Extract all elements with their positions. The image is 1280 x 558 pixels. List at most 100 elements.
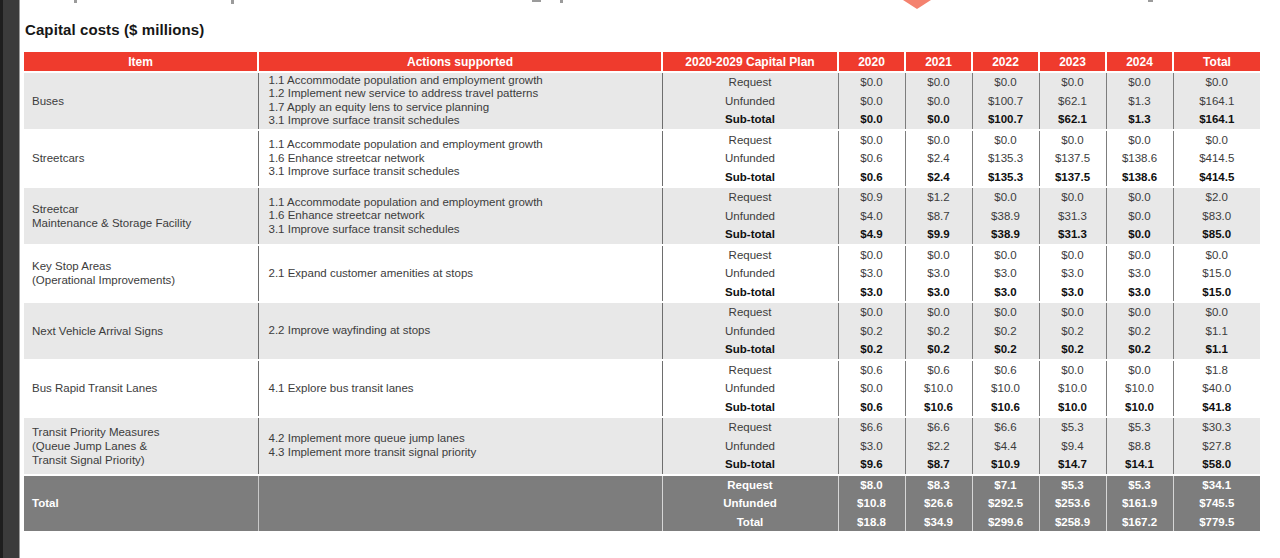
value-cell: $3.0 [972, 283, 1039, 303]
value-cell: $26.6 [905, 494, 972, 513]
value-cell: $3.0 [838, 437, 905, 456]
value-cell: $10.6 [972, 398, 1039, 418]
capital-plan-row-label: Sub-total [662, 398, 838, 418]
value-cell: $0.6 [838, 398, 905, 418]
value-cell: $0.0 [972, 187, 1039, 207]
value-cell: $0.0 [838, 302, 905, 322]
value-cell: $0.2 [1106, 340, 1173, 360]
value-cell: $5.3 [1106, 475, 1173, 495]
value-cell: $31.3 [1039, 225, 1106, 245]
value-cell: $0.0 [1106, 360, 1173, 380]
value-cell: $138.6 [1106, 168, 1173, 188]
value-cell: $5.3 [1106, 417, 1173, 437]
capital-plan-row-label: Request [662, 187, 838, 207]
value-cell: $2.4 [905, 149, 972, 168]
value-cell: $0.0 [1173, 245, 1260, 265]
value-cell: $1.3 [1106, 92, 1173, 111]
capital-plan-row-label: Sub-total [662, 110, 838, 130]
actions-cell: 4.1 Explore bus transit lanes [258, 360, 662, 418]
value-cell: $0.2 [972, 322, 1039, 341]
value-cell: $8.8 [1106, 437, 1173, 456]
value-cell: $62.1 [1039, 92, 1106, 111]
table-row-buses-request: Buses1.1 Accommodate population and empl… [24, 72, 1260, 92]
value-cell: $0.0 [838, 245, 905, 265]
capital-plan-row-label: Sub-total [662, 340, 838, 360]
value-cell: $414.5 [1173, 168, 1260, 188]
value-cell: $292.5 [972, 494, 1039, 513]
value-cell: $8.0 [838, 475, 905, 495]
value-cell: $1.8 [1173, 360, 1260, 380]
value-cell: $3.0 [1106, 264, 1173, 283]
table-row-next-vehicle-arrival-signs-request: Next Vehicle Arrival Signs2.2 Improve wa… [24, 302, 1260, 322]
value-cell: $3.0 [1039, 264, 1106, 283]
value-cell: $31.3 [1039, 207, 1106, 226]
column-header-2021: 2021 [905, 52, 972, 72]
value-cell: $9.6 [838, 455, 905, 475]
page-title: Capital costs ($ millions) [25, 21, 204, 38]
value-cell: $0.0 [1173, 72, 1260, 92]
capital-plan-row-label: Unfunded [662, 437, 838, 456]
value-cell: $0.6 [838, 360, 905, 380]
value-cell: $0.0 [1039, 187, 1106, 207]
table-row-total-request: TotalRequest$8.0$8.3$7.1$5.3$5.3$34.1 [24, 475, 1260, 495]
value-cell: $0.0 [905, 72, 972, 92]
value-cell: $38.9 [972, 207, 1039, 226]
value-cell: $3.0 [1106, 283, 1173, 303]
value-cell: $83.0 [1173, 207, 1260, 226]
table-row-streetcar-request: StreetcarMaintenance & Storage Facility1… [24, 187, 1260, 207]
value-cell: $4.9 [838, 225, 905, 245]
value-cell: $14.1 [1106, 455, 1173, 475]
value-cell: $10.0 [905, 379, 972, 398]
value-cell: $18.8 [838, 513, 905, 532]
value-cell: $299.6 [972, 513, 1039, 532]
actions-cell: 4.2 Implement more queue jump lanes4.3 I… [258, 417, 662, 475]
value-cell: $0.0 [838, 72, 905, 92]
value-cell: $0.0 [838, 379, 905, 398]
value-cell: $30.3 [1173, 417, 1260, 437]
value-cell: $0.2 [838, 340, 905, 360]
actions-cell: 1.1 Accommodate population and employmen… [258, 187, 662, 245]
value-cell: $0.0 [1039, 360, 1106, 380]
value-cell: $9.9 [905, 225, 972, 245]
value-cell: $137.5 [1039, 149, 1106, 168]
value-cell: $164.1 [1173, 110, 1260, 130]
clipped-text-fragment [560, 0, 563, 3]
column-header-2024: 2024 [1106, 52, 1173, 72]
capital-plan-row-label: Total [662, 513, 838, 532]
capital-plan-row-label: Sub-total [662, 225, 838, 245]
clipped-text-fragment [74, 0, 77, 3]
value-cell: $2.2 [905, 437, 972, 456]
value-cell: $164.1 [1173, 92, 1260, 111]
column-header-2020: 2020 [838, 52, 905, 72]
capital-plan-row-label: Request [662, 130, 838, 150]
value-cell: $8.7 [905, 207, 972, 226]
value-cell: $0.0 [1173, 302, 1260, 322]
value-cell: $6.6 [905, 417, 972, 437]
value-cell: $1.2 [905, 187, 972, 207]
item-cell-streetcar: StreetcarMaintenance & Storage Facility [24, 187, 258, 245]
value-cell: $135.3 [972, 168, 1039, 188]
value-cell: $0.0 [1039, 245, 1106, 265]
table-row-transit-priority-measures-request: Transit Priority Measures(Queue Jump Lan… [24, 417, 1260, 437]
value-cell: $1.1 [1173, 340, 1260, 360]
item-cell-bus-rapid-transit-lanes: Bus Rapid Transit Lanes [24, 360, 258, 418]
value-cell: $15.0 [1173, 264, 1260, 283]
value-cell: $0.0 [905, 92, 972, 111]
value-cell: $7.1 [972, 475, 1039, 495]
value-cell: $0.0 [905, 110, 972, 130]
capital-plan-row-label: Sub-total [662, 168, 838, 188]
value-cell: $0.0 [838, 92, 905, 111]
value-cell: $9.4 [1039, 437, 1106, 456]
value-cell: $0.0 [1106, 302, 1173, 322]
value-cell: $0.0 [838, 130, 905, 150]
column-header-2020-2029-capital-plan: 2020-2029 Capital Plan [662, 52, 838, 72]
value-cell: $0.6 [838, 168, 905, 188]
value-cell: $58.0 [1173, 455, 1260, 475]
value-cell: $14.7 [1039, 455, 1106, 475]
value-cell: $5.3 [1039, 417, 1106, 437]
value-cell: $135.3 [972, 149, 1039, 168]
capital-plan-row-label: Unfunded [662, 92, 838, 111]
column-header-actions-supported: Actions supported [258, 52, 662, 72]
value-cell: $0.0 [1039, 130, 1106, 150]
value-cell: $258.9 [1039, 513, 1106, 532]
